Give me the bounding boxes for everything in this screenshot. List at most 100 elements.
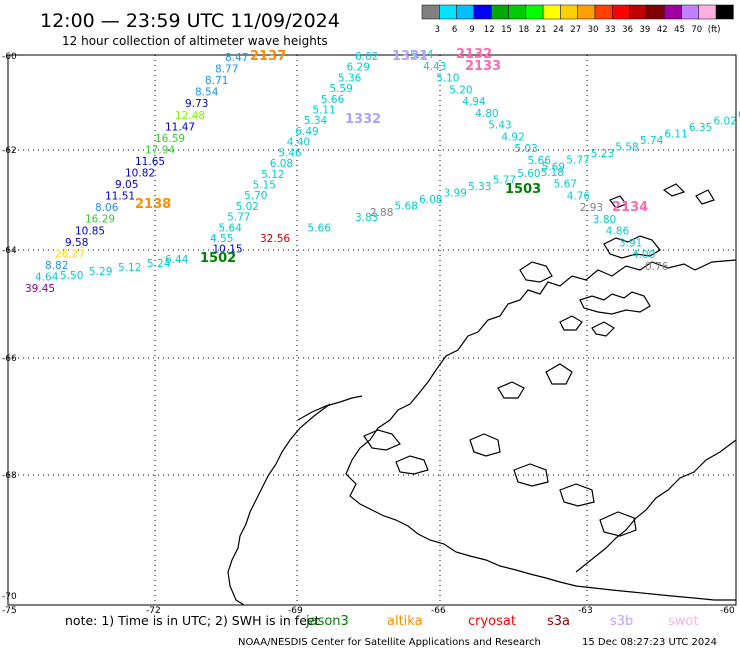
lon-label: -75 [2, 606, 17, 616]
pass-id-label: 2134 [612, 200, 648, 215]
scale-label: 30 [588, 25, 599, 35]
wave-height-reading: 6.35 [689, 122, 712, 134]
scale-swatch [421, 4, 440, 20]
wave-height-reading: 5.10 [436, 73, 459, 85]
wave-height-reading: 6.02 [355, 51, 378, 63]
wave-height-reading: 16.59 [155, 133, 185, 145]
scale-swatch [594, 4, 613, 20]
scale-swatch [577, 4, 596, 20]
wave-height-reading: 4.86 [606, 226, 630, 238]
scale-swatch [715, 4, 734, 20]
lat-label: -62 [2, 146, 17, 156]
wave-height-reading: 4.76 [567, 190, 591, 202]
wave-height-reading: 4.55 [210, 233, 233, 245]
scale-swatch [525, 4, 544, 20]
wave-height-reading: 5.66 [308, 223, 332, 235]
pass-id-label: 1503 [505, 182, 541, 197]
wave-height-reading: 5.68 [395, 201, 418, 213]
graticule [8, 55, 736, 605]
wave-height-reading: 5.12 [118, 262, 141, 274]
lon-label: -69 [288, 606, 303, 616]
wave-height-reading: 6.08 [270, 158, 293, 170]
track-2132: 2132 [456, 47, 492, 62]
scale-label: 27 [570, 25, 581, 35]
map-subtitle: 12 hour collection of altimeter wave hei… [62, 34, 328, 48]
mission-swot: swot [668, 614, 698, 629]
track-1502: 6.44 10.15 32.56 5.66 3.83 1502 [165, 212, 378, 266]
wave-height-reading: 6.96 [738, 109, 740, 121]
wave-height-reading: 5.43 [488, 120, 511, 132]
wave-height-reading: 4.43 [423, 61, 446, 73]
wave-height-reading: 5.69 [542, 161, 565, 173]
wave-height-reading: 6.49 [295, 126, 318, 138]
wave-height-reading: 5.33 [468, 181, 491, 193]
footer-credit: NOAA/NESDIS Center for Satellite Applica… [238, 637, 541, 648]
wave-height-reading: 39.45 [25, 283, 55, 295]
pass-id-label: 1502 [200, 251, 236, 266]
pass-id-label: 2137 [250, 49, 286, 64]
scale-label: 18 [518, 25, 529, 35]
scale-label: (ft) [708, 25, 721, 35]
wave-height-reading: 32.56 [260, 233, 290, 245]
wave-height-reading: 4.94 [462, 96, 486, 108]
wave-height-reading: 5.67 [554, 179, 577, 191]
mission-altika: altika [387, 614, 423, 629]
wave-height-reading: 5.59 [329, 83, 352, 95]
map-title: 12:00 — 23:59 UTC 11/09/2024 [40, 10, 340, 32]
wave-height-reading: 3.80 [593, 214, 616, 226]
lon-label: -66 [431, 606, 446, 616]
scale-label: 3 [435, 25, 440, 35]
wave-height-reading: 10.82 [125, 168, 155, 180]
track-2138: 5.50 5.29 5.12 5.24 2138 [60, 197, 171, 282]
pass-id-label: 2133 [465, 59, 501, 74]
wave-height-reading: 6.11 [664, 129, 687, 141]
wave-height-reading: 0.76 [645, 261, 669, 273]
wave-height-reading: 4.92 [501, 131, 524, 143]
wave-height-reading: 10.85 [75, 225, 105, 237]
wave-height-reading: 3.91 [619, 237, 642, 249]
wave-height-reading: 4.64 [35, 271, 59, 283]
wave-height-reading: 3.83 [355, 212, 378, 224]
footer-timestamp: 15 Dec 08:27:23 UTC 2024 [582, 637, 717, 648]
wave-height-reading: 4.80 [475, 108, 498, 120]
wave-height-reading: 5.58 [615, 142, 638, 154]
wave-height-reading: 5.11 [312, 105, 335, 117]
scale-swatch [681, 4, 700, 20]
wave-height-reading: 5.23 [591, 148, 614, 160]
wave-height-reading: 5.50 [60, 270, 83, 282]
scale-swatch [612, 4, 630, 20]
latitude-labels: -60 -62 -64 -66 -68 -70 [2, 52, 17, 602]
altimeter-tracks: 8.478.778.718.549.7312.4811.4716.5917.94… [25, 47, 740, 295]
lon-label: -72 [146, 606, 161, 616]
scale-swatch [698, 4, 717, 20]
lon-label: -63 [578, 606, 593, 616]
wave-height-reading: 16.29 [85, 214, 115, 226]
track-2133: 2133 [465, 59, 501, 74]
lat-label: -66 [2, 354, 17, 364]
mission-s3b: s3b [610, 614, 633, 629]
scale-swatch [646, 4, 665, 20]
wave-height-reading: 5.24 [147, 258, 171, 270]
wave-height-reading: 4.40 [287, 137, 310, 149]
map-frame [7, 54, 737, 606]
wave-height-reading: 5.66 [528, 155, 552, 167]
wave-height-reading: 4.00 [632, 249, 655, 261]
wave-height-reading: 5.34 [410, 49, 434, 61]
scale-swatch [560, 4, 578, 20]
wave-height-reading: 8.06 [95, 202, 119, 214]
pass-id-label: 2132 [456, 47, 492, 62]
longitude-labels: -75 -72 -69 -66 -63 -60 [2, 606, 735, 616]
track-1331: 5.344.435.105.204.944.805.434.925.035.66… [392, 49, 669, 273]
wave-height-reading: 11.51 [105, 191, 135, 203]
wave-height-reading: 5.20 [449, 84, 472, 96]
wave-height-reading: 6.02 [714, 116, 737, 128]
scale-label: 15 [501, 25, 512, 35]
wave-height-reading: 11.65 [135, 156, 165, 168]
wave-height-reading: 8.47 [225, 52, 248, 64]
wave-height-reading: 5.77 [493, 174, 516, 186]
wave-height-reading: 5.02 [236, 201, 259, 213]
scale-swatch [508, 4, 527, 20]
scale-swatch [456, 4, 475, 20]
wave-height-reading: 6.29 [347, 62, 370, 74]
